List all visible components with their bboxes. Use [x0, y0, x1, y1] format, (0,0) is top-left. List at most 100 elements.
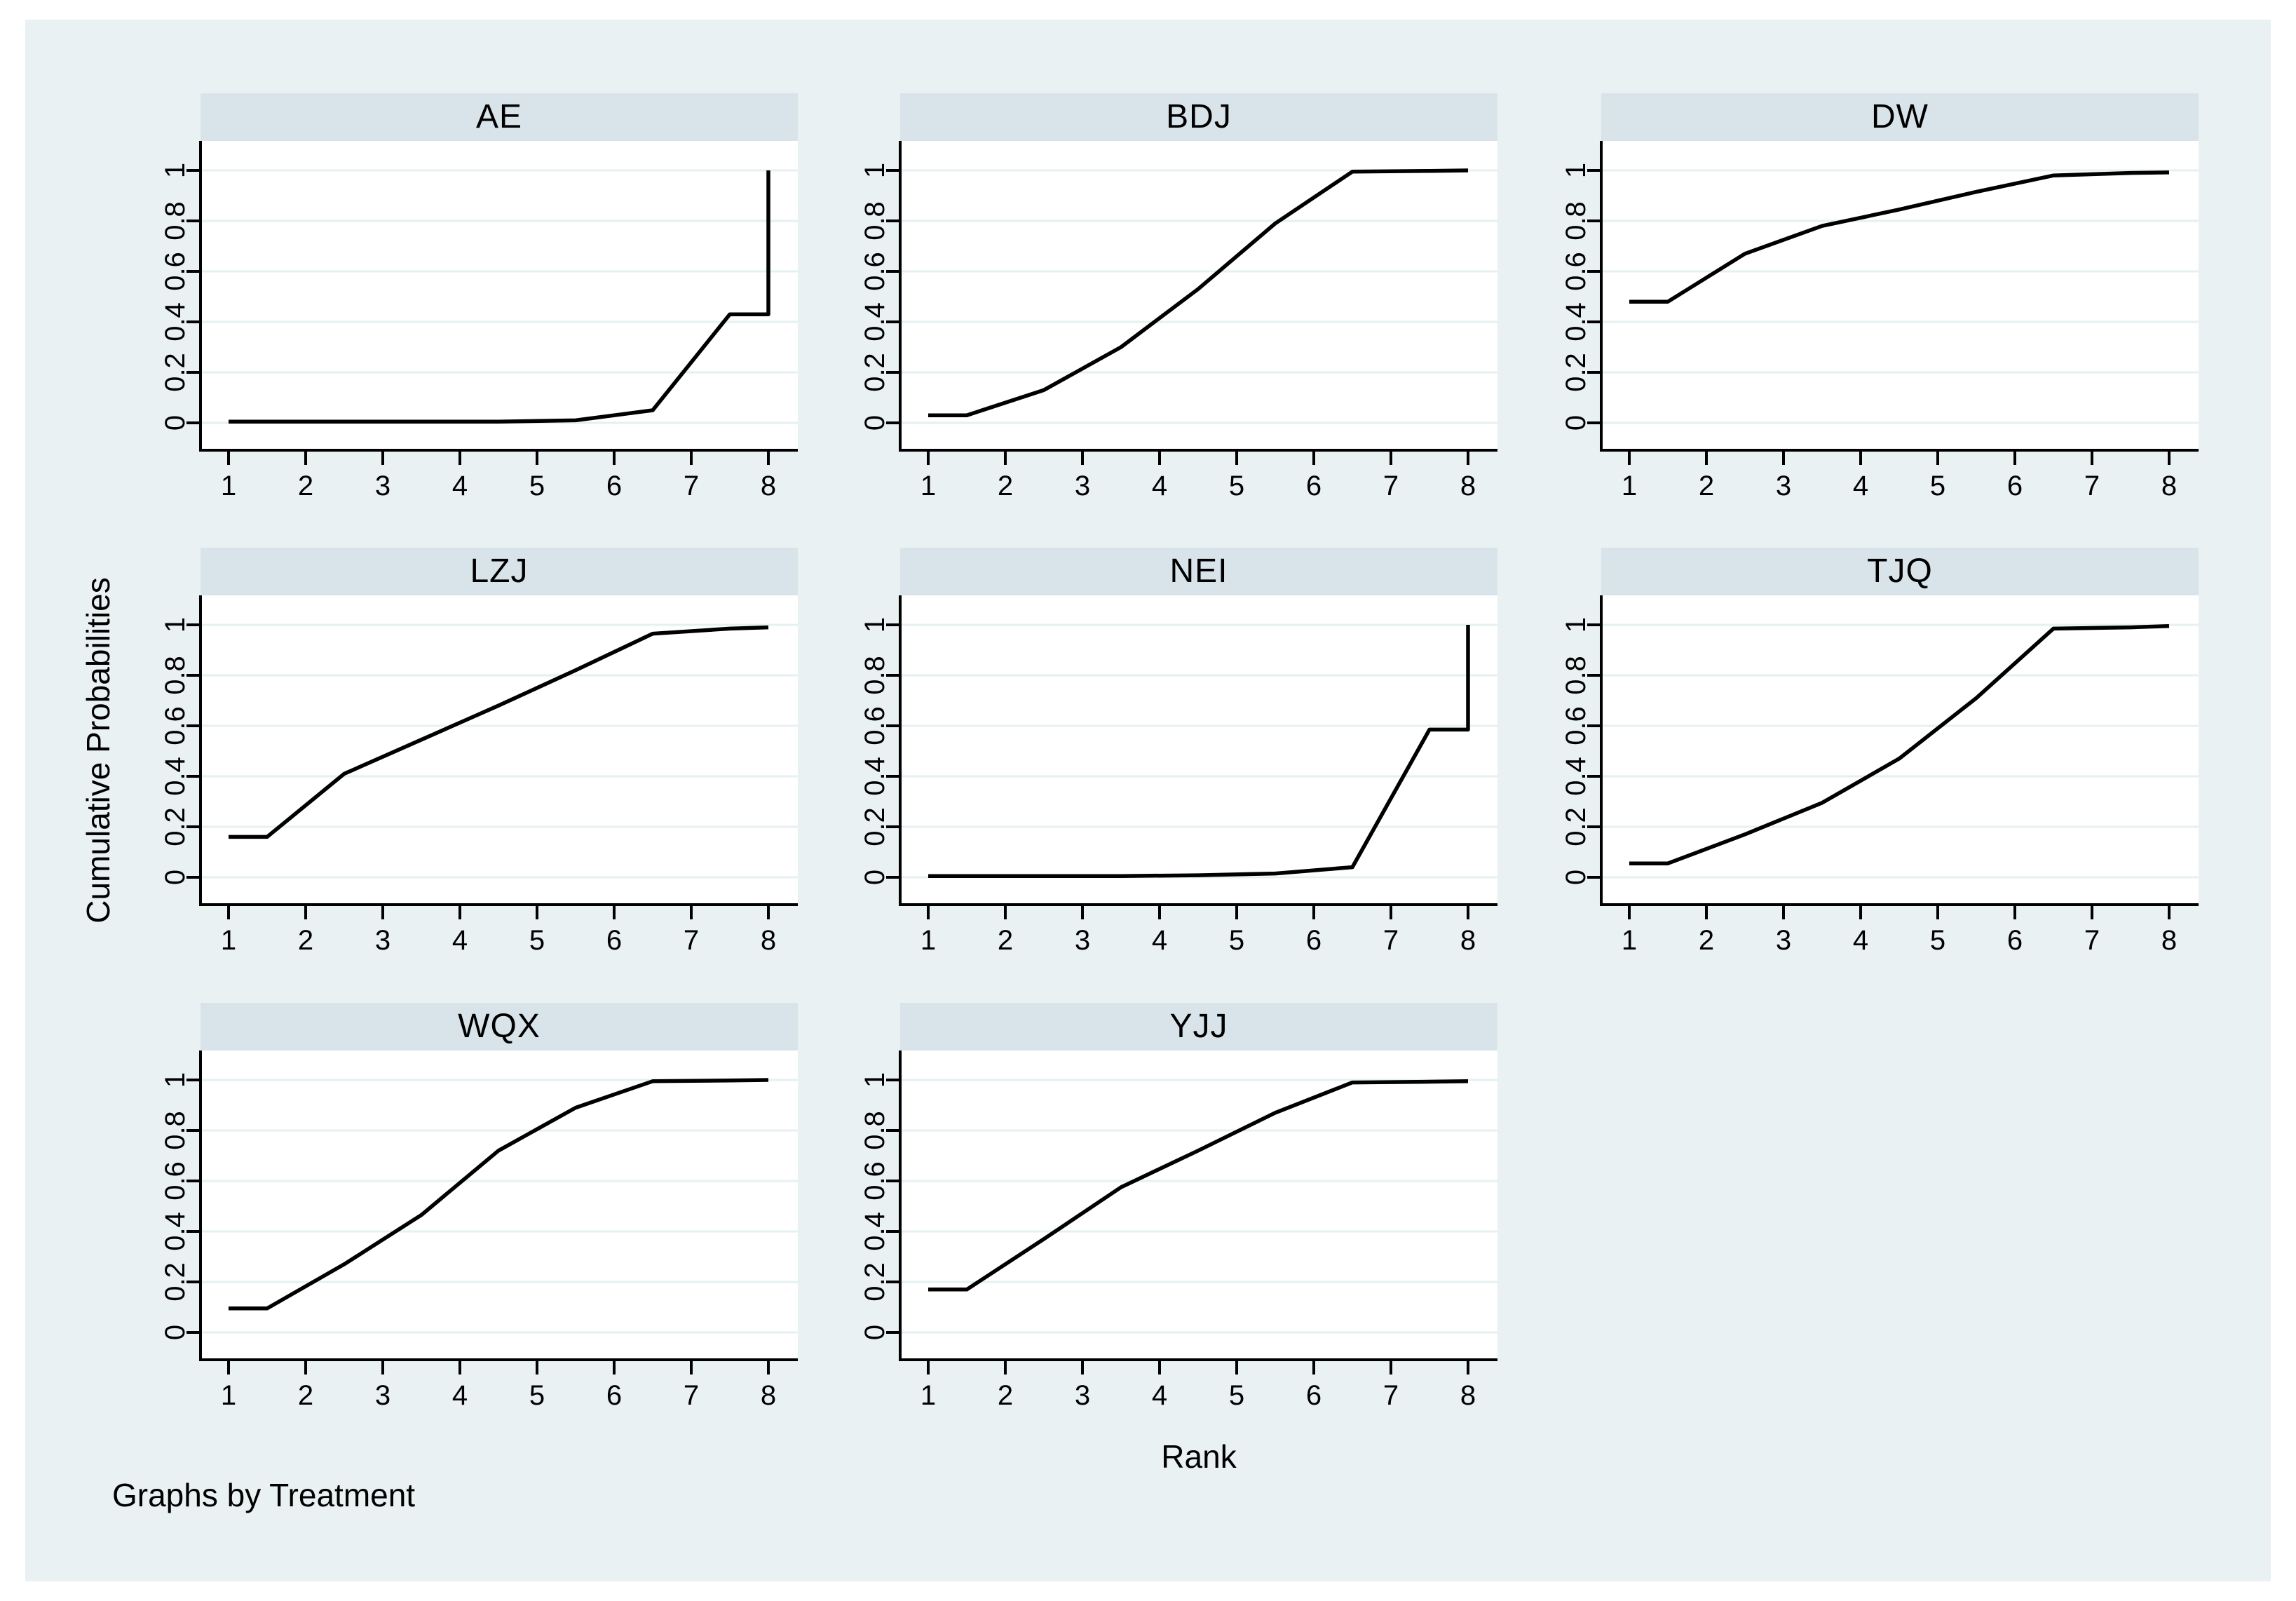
x-tick-label: 7 [684, 471, 699, 499]
panel-title: DW [1601, 93, 2199, 141]
x-tick-label: 8 [761, 925, 776, 954]
y-tick-label: 0.2 [160, 1262, 191, 1302]
x-tick-label: 6 [606, 1380, 622, 1409]
x-tick-label: 6 [1306, 471, 1322, 499]
y-tick-label: 0.6 [860, 706, 890, 745]
x-tick-label: 3 [1075, 925, 1090, 954]
by-graph-note: Graphs by Treatment [112, 1477, 416, 1513]
x-tick-label: 4 [452, 471, 468, 499]
x-tick-label: 4 [1152, 471, 1167, 499]
panel-title: NEI [900, 548, 1497, 595]
x-tick-label: 1 [1622, 471, 1637, 499]
y-tick-label: 0.8 [1561, 656, 1591, 695]
series-line [1629, 170, 2170, 304]
x-tick-label: 1 [1622, 925, 1637, 954]
x-tick-label: 7 [2084, 925, 2100, 954]
series-line [928, 1079, 1469, 1292]
panel-WQX: WQX 0 0.2 0.4 0.6 0.8 1 1 2 3 4 5 6 7 8 [160, 1003, 798, 1409]
x-tick-label: 6 [1306, 925, 1322, 954]
x-tick-label: 7 [1383, 925, 1399, 954]
panel-plot: 0 0.2 0.4 0.6 0.8 1 1 2 3 4 5 6 7 8 [1561, 595, 2199, 954]
x-tick-label: 3 [375, 471, 390, 499]
x-tick-label: 2 [1699, 471, 1714, 499]
y-tick-label: 1 [160, 617, 191, 633]
y-tick-label: 1 [1561, 617, 1591, 633]
plot-area [201, 595, 798, 905]
y-axis-title: Cumulative Probabilities [80, 577, 116, 924]
y-tick-label: 0.4 [860, 1212, 890, 1251]
y-tick-label: 0.4 [1561, 757, 1591, 796]
y-tick-label: 1 [160, 163, 191, 178]
plot-area [201, 1051, 798, 1360]
x-tick-label: 2 [998, 1380, 1013, 1409]
y-tick-label: 0.8 [860, 201, 890, 241]
x-tick-label: 3 [375, 925, 390, 954]
x-tick-label: 4 [1152, 1380, 1167, 1409]
y-tick-label: 0 [160, 870, 191, 885]
x-tick-label: 2 [998, 471, 1013, 499]
y-tick-label: 0.6 [860, 1161, 890, 1201]
y-tick-label: 0.6 [860, 252, 890, 291]
x-tick-label: 6 [1306, 1380, 1322, 1409]
y-tick-label: 1 [860, 617, 890, 633]
y-tick-label: 0.6 [1561, 252, 1591, 291]
y-tick-label: 0.2 [160, 807, 191, 846]
x-tick-label: 7 [684, 925, 699, 954]
x-tick-label: 8 [761, 1380, 776, 1409]
x-tick-label: 1 [221, 471, 236, 499]
panel-plot: 0 0.2 0.4 0.6 0.8 1 1 2 3 4 5 6 7 8 [860, 595, 1497, 954]
y-tick-label: 1 [160, 1072, 191, 1088]
x-tick-label: 5 [529, 1380, 545, 1409]
y-tick-label: 0.2 [160, 353, 191, 392]
x-tick-label: 7 [1383, 471, 1399, 499]
x-tick-label: 1 [221, 1380, 236, 1409]
x-tick-label: 1 [921, 1380, 936, 1409]
plot-area [900, 595, 1497, 905]
panel-title: AE [201, 93, 798, 141]
x-tick-label: 4 [452, 1380, 468, 1409]
x-tick-label: 4 [1853, 471, 1868, 499]
x-tick-label: 6 [606, 471, 622, 499]
x-tick-label: 8 [1460, 471, 1476, 499]
y-tick-label: 0.8 [860, 1111, 890, 1150]
y-tick-label: 0.4 [860, 757, 890, 796]
x-tick-label: 2 [298, 925, 313, 954]
series-line [1629, 624, 2170, 865]
y-tick-label: 0 [1561, 415, 1591, 431]
series-line [229, 625, 769, 839]
y-tick-label: 0.2 [860, 353, 890, 392]
y-tick-label: 0.4 [1561, 302, 1591, 342]
panel-plot: 0 0.2 0.4 0.6 0.8 1 1 2 3 4 5 6 7 8 [160, 1051, 798, 1409]
panel-plot: 0 0.2 0.4 0.6 0.8 1 1 2 3 4 5 6 7 8 [860, 141, 1497, 499]
x-tick-label: 5 [529, 925, 545, 954]
x-tick-label: 3 [1075, 471, 1090, 499]
x-axis-title: Rank [1161, 1438, 1237, 1475]
y-tick-label: 0.6 [1561, 706, 1591, 745]
y-tick-label: 1 [860, 163, 890, 178]
y-tick-label: 0.8 [160, 656, 191, 695]
y-tick-label: 0.8 [160, 201, 191, 241]
panel-title: WQX [201, 1003, 798, 1051]
x-tick-label: 1 [921, 471, 936, 499]
y-tick-label: 0.8 [160, 1111, 191, 1150]
x-tick-label: 4 [1853, 925, 1868, 954]
x-tick-label: 6 [2007, 471, 2023, 499]
series-line [229, 1078, 769, 1311]
x-tick-label: 5 [1930, 925, 1945, 954]
x-tick-label: 3 [1776, 471, 1791, 499]
y-tick-label: 1 [1561, 163, 1591, 178]
y-tick-label: 0 [860, 415, 890, 431]
y-tick-label: 0.6 [160, 706, 191, 745]
y-tick-label: 1 [860, 1072, 890, 1088]
y-tick-label: 0.4 [160, 757, 191, 796]
y-tick-label: 0.2 [1561, 353, 1591, 392]
y-tick-label: 0 [160, 415, 191, 431]
x-tick-label: 1 [921, 925, 936, 954]
x-tick-label: 2 [1699, 925, 1714, 954]
panel-TJQ: TJQ 0 0.2 0.4 0.6 0.8 1 1 2 3 4 5 6 7 8 [1561, 548, 2199, 954]
plot-area [900, 1051, 1497, 1360]
x-tick-label: 5 [1930, 471, 1945, 499]
x-tick-label: 8 [2161, 471, 2177, 499]
x-tick-label: 3 [375, 1380, 390, 1409]
y-tick-label: 0.2 [1561, 807, 1591, 846]
